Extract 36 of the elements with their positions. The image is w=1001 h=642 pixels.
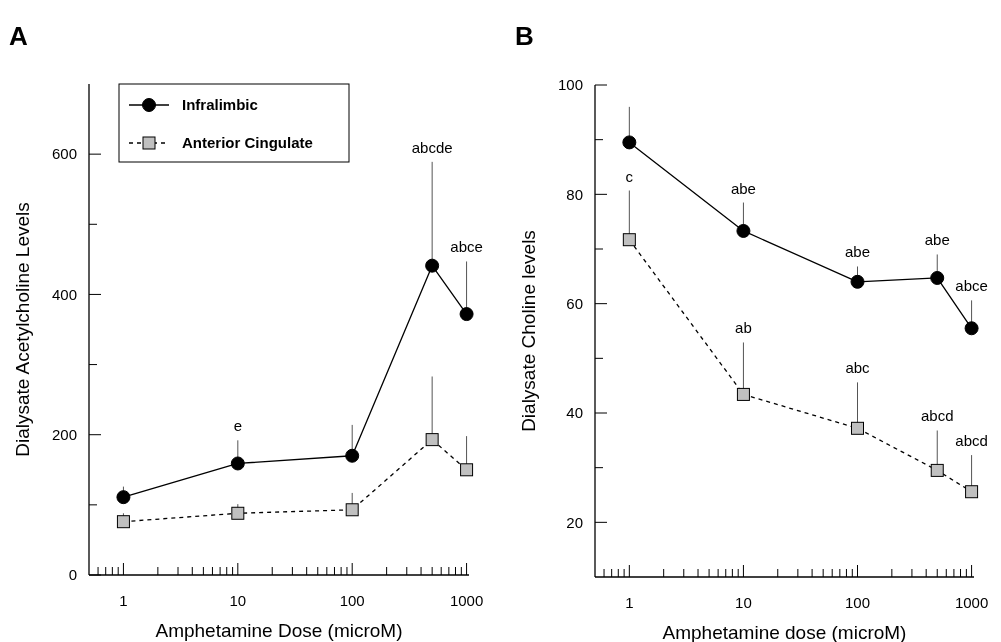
chart-title: A [9,21,28,51]
x-tick-label: 1 [119,592,128,609]
annotation: ab [735,319,752,337]
annotation: abcd [920,407,954,425]
x-tick-label: 1000 [449,592,484,609]
y-tick-label: 200 [51,425,77,443]
x-tick-label: 1000 [954,594,989,611]
y-tick-label: 40 [566,404,583,422]
annotation: abe [730,179,756,197]
y-tick-label: 60 [566,294,583,312]
y-axis-title: Dialysate Acetylcholine Levels [12,202,33,457]
x-tick-label: 100 [844,594,871,611]
annotation: abce [450,238,483,256]
legend-label: Infralimbic [182,96,258,114]
x-axis-title: Amphetamine Dose (microM) [155,620,403,641]
annotation: abcd [955,432,988,450]
annotation: abcde [411,138,453,156]
annotation: abce [955,277,988,295]
x-tick-label: 10 [229,592,247,609]
y-tick-label: 400 [51,285,77,303]
y-tick-label: 80 [566,185,583,203]
annotation: c [625,167,634,185]
y-tick-label: 0 [68,566,77,584]
x-tick-label: 10 [735,594,752,611]
annotation: abc [845,359,871,377]
x-tick-label: 100 [339,592,365,609]
annotation: e [233,417,242,435]
legend-label: Anterior Cingulate [182,134,313,152]
y-tick-label: 600 [51,145,77,163]
x-tick-label: 1 [625,594,634,611]
y-tick-label: 100 [557,76,583,94]
annotation: abe [844,243,871,261]
annotation: abe [924,231,950,249]
y-axis-title: Dialysate Choline levels [518,230,539,432]
y-tick-label: 20 [566,513,583,531]
chart-title: B [515,21,534,51]
